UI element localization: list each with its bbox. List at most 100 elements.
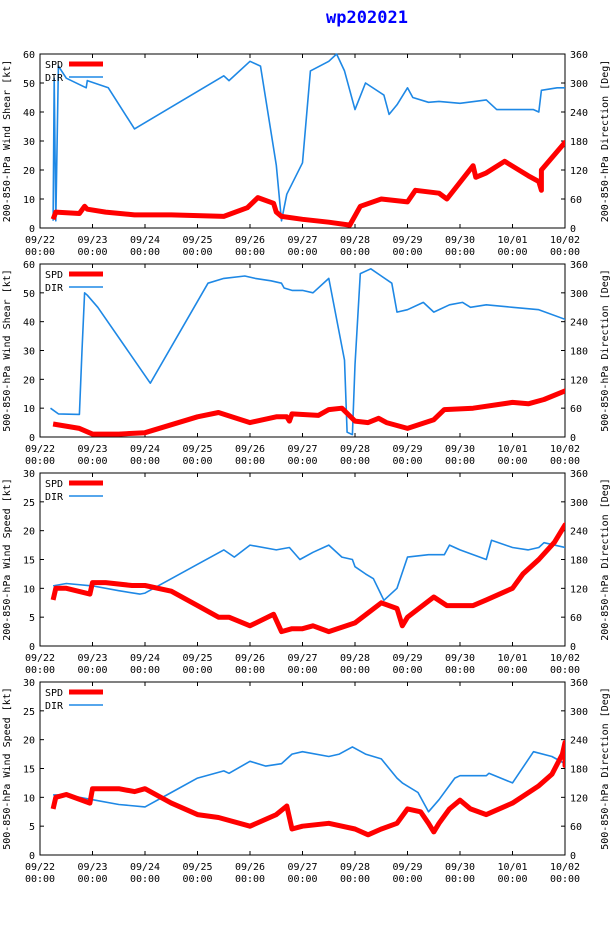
x-tick-label-date: 10/01: [497, 444, 527, 455]
x-tick-label-time: 00:00: [445, 874, 475, 885]
x-tick-label-time: 00:00: [497, 247, 527, 258]
x-tick-label-date: 09/24: [130, 235, 160, 246]
y-tick-label: 60: [23, 50, 35, 61]
y2-tick-label: 60: [570, 822, 582, 833]
plot-frame: [39, 681, 566, 856]
y2-tick-label: 360: [570, 469, 588, 480]
x-tick-label-date: 09/24: [130, 653, 160, 664]
x-tick-label-time: 00:00: [340, 665, 370, 676]
x-tick-label-date: 10/02: [550, 862, 580, 873]
x-tick-label-date: 09/26: [235, 653, 265, 664]
y2-tick-label: 300: [570, 79, 588, 90]
y2-tick-label: 180: [570, 137, 588, 148]
x-tick-label-time: 00:00: [550, 247, 580, 258]
x-tick-label-date: 09/26: [235, 235, 265, 246]
y-tick-label: 5: [29, 822, 35, 833]
y2-axis-label: 500-850-hPa Direction [Deg]: [600, 687, 611, 850]
x-tick-label-time: 00:00: [445, 456, 475, 467]
y2-axis-label: 500-850-hPa Direction [Deg]: [600, 269, 611, 432]
y-axis-label: 500-850-hPa Wind Speed [kt]: [2, 687, 13, 850]
x-tick-label-date: 10/01: [497, 653, 527, 664]
dir-series-line: [50, 267, 565, 436]
x-tick-label-date: 09/24: [130, 862, 160, 873]
y-tick-label: 30: [23, 137, 35, 148]
y2-axis-label: 200-850-hPa Direction [Deg]: [600, 60, 611, 223]
y2-tick-label: 240: [570, 527, 588, 538]
x-tick-label-date: 10/02: [550, 235, 580, 246]
y-tick-label: 0: [29, 642, 35, 653]
x-tick-label-date: 10/02: [550, 444, 580, 455]
y2-tick-label: 240: [570, 108, 588, 119]
x-tick-label-date: 09/23: [77, 235, 107, 246]
x-tick-label-time: 00:00: [235, 665, 265, 676]
spd-series-line: [50, 740, 565, 838]
x-tick-label-date: 09/30: [445, 444, 475, 455]
legend-spd-label: SPD: [45, 60, 63, 71]
x-tick-label-time: 00:00: [392, 665, 422, 676]
x-tick-label-date: 09/22: [25, 653, 55, 664]
x-tick-label-time: 00:00: [550, 665, 580, 676]
x-tick-label-date: 09/25: [182, 653, 212, 664]
x-tick-label-date: 10/01: [497, 235, 527, 246]
y-tick-label: 25: [23, 707, 35, 718]
y-axis-label: 200-850-hPa Wind Shear [kt]: [2, 60, 13, 223]
y-tick-label: 15: [23, 765, 35, 776]
y-tick-label: 20: [23, 527, 35, 538]
x-tick-label-date: 09/29: [392, 862, 422, 873]
y2-tick-label: 0: [570, 642, 576, 653]
x-tick-label-time: 00:00: [497, 874, 527, 885]
x-tick-label-time: 00:00: [25, 456, 55, 467]
x-tick-label-time: 00:00: [497, 665, 527, 676]
y-tick-label: 50: [23, 289, 35, 300]
y-tick-label: 20: [23, 736, 35, 747]
y2-tick-label: 300: [570, 498, 588, 509]
y-tick-label: 15: [23, 556, 35, 567]
y-tick-label: 40: [23, 108, 35, 119]
y-tick-label: 30: [23, 469, 35, 480]
legend-spd-label: SPD: [45, 479, 63, 490]
y2-tick-label: 120: [570, 793, 588, 804]
x-tick-label-time: 00:00: [287, 456, 317, 467]
chart-panel-1: 010203040506006012018024030036009/2200:0…: [2, 50, 611, 258]
x-tick-label-date: 09/25: [182, 862, 212, 873]
y2-tick-label: 180: [570, 347, 588, 358]
x-tick-label-time: 00:00: [287, 874, 317, 885]
dir-series-line: [52, 53, 565, 222]
x-tick-label-time: 00:00: [77, 247, 107, 258]
y-tick-label: 10: [23, 584, 35, 595]
spd-series-line: [50, 139, 565, 228]
x-tick-label-date: 09/22: [25, 862, 55, 873]
spd-series-line: [50, 522, 565, 635]
x-tick-label-time: 00:00: [25, 874, 55, 885]
x-tick-label-time: 00:00: [550, 874, 580, 885]
x-tick-label-date: 09/24: [130, 444, 160, 455]
x-tick-label-time: 00:00: [77, 874, 107, 885]
x-tick-label-date: 09/28: [340, 862, 370, 873]
x-tick-label-time: 00:00: [445, 665, 475, 676]
x-tick-label-date: 09/30: [445, 862, 475, 873]
page-title: wp202021: [326, 8, 408, 28]
x-tick-label-time: 00:00: [445, 247, 475, 258]
y2-tick-label: 180: [570, 556, 588, 567]
legend-dir-label: DIR: [45, 73, 64, 84]
x-tick-label-date: 09/22: [25, 235, 55, 246]
x-tick-label-date: 09/22: [25, 444, 55, 455]
x-tick-label-date: 09/28: [340, 653, 370, 664]
x-tick-label-date: 09/28: [340, 235, 370, 246]
y2-tick-label: 120: [570, 375, 588, 386]
y-tick-label: 20: [23, 166, 35, 177]
x-tick-label-date: 09/29: [392, 653, 422, 664]
x-tick-label-time: 00:00: [25, 665, 55, 676]
y2-tick-label: 60: [570, 195, 582, 206]
y2-tick-label: 300: [570, 707, 588, 718]
x-tick-label-date: 09/23: [77, 653, 107, 664]
x-tick-label-time: 00:00: [287, 665, 317, 676]
x-tick-label-time: 00:00: [130, 665, 160, 676]
x-tick-label-date: 09/25: [182, 444, 212, 455]
x-tick-label-date: 09/30: [445, 235, 475, 246]
y-tick-label: 0: [29, 433, 35, 444]
y2-tick-label: 60: [570, 613, 582, 624]
y2-tick-label: 60: [570, 404, 582, 415]
x-tick-label-time: 00:00: [25, 247, 55, 258]
y-axis-label: 500-850-hPa Wind Shear [kt]: [2, 269, 13, 432]
